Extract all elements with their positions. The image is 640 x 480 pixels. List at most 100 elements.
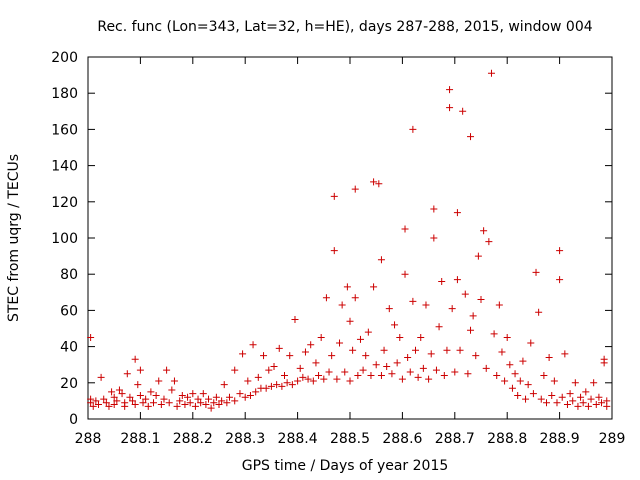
data-point [529, 390, 537, 398]
data-point [110, 393, 118, 401]
data-point [207, 404, 215, 412]
y-tick-label: 80 [60, 267, 78, 283]
data-point [401, 225, 409, 233]
y-axis: 0 20 40 60 80 100 120 140 160 180 200 [51, 50, 612, 428]
data-point [451, 368, 459, 376]
data-point [430, 205, 438, 213]
data-point [341, 368, 349, 376]
data-point [212, 393, 220, 401]
data-point [540, 372, 548, 380]
data-point [522, 395, 530, 403]
data-point [155, 377, 163, 385]
data-point [477, 296, 485, 304]
data-point [571, 379, 579, 387]
data-point [430, 234, 438, 242]
data-point [474, 252, 482, 260]
x-tick-label: 288.6 [382, 431, 422, 447]
data-point [385, 305, 393, 313]
data-point [467, 326, 475, 334]
data-point [349, 346, 357, 354]
data-point [375, 180, 383, 188]
data-point [170, 377, 178, 385]
data-point [115, 386, 123, 394]
x-tick-label: 288.5 [330, 431, 370, 447]
data-point [92, 397, 100, 405]
data-point [438, 277, 446, 285]
data-point [487, 69, 495, 77]
data-point [453, 209, 461, 217]
data-point [110, 401, 118, 409]
data-point [89, 402, 97, 410]
data-point [404, 353, 412, 361]
x-tick-label: 289 [599, 431, 626, 447]
data-point [322, 294, 330, 302]
data-point [535, 308, 543, 316]
data-point [199, 390, 207, 398]
data-point [225, 393, 233, 401]
data-point [176, 397, 184, 405]
data-point [142, 395, 150, 403]
data-point [131, 401, 139, 409]
data-point [579, 399, 587, 407]
data-point [414, 373, 422, 381]
data-point [260, 352, 268, 360]
data-point [97, 373, 105, 381]
data-point [532, 268, 540, 276]
data-point [210, 399, 218, 407]
data-point [315, 372, 323, 380]
data-point [584, 402, 592, 410]
data-point [558, 393, 566, 401]
data-point [417, 334, 425, 342]
data-point [469, 312, 477, 320]
data-point [94, 401, 102, 409]
data-point [102, 399, 110, 407]
data-point [220, 381, 228, 389]
data-point [490, 330, 498, 338]
data-point [139, 399, 147, 407]
data-point [359, 366, 367, 374]
data-point [333, 375, 341, 383]
data-point [356, 335, 364, 343]
y-tick-label: 120 [51, 195, 78, 211]
data-point [396, 334, 404, 342]
data-point [503, 334, 511, 342]
data-point [278, 382, 286, 390]
x-tick-label: 288.7 [435, 431, 475, 447]
data-point [218, 397, 226, 405]
data-point [351, 185, 359, 193]
data-point [343, 283, 351, 291]
x-tick-label: 288.3 [225, 431, 265, 447]
data-point [131, 355, 139, 363]
data-point [569, 397, 577, 405]
data-point [118, 390, 126, 398]
data-point [377, 256, 385, 264]
data-point [362, 352, 370, 360]
data-point [173, 402, 181, 410]
data-point [493, 372, 501, 380]
data-point [181, 401, 189, 409]
data-point [587, 395, 595, 403]
data-point [574, 402, 582, 410]
x-tick-label: 288.9 [540, 431, 580, 447]
data-point [100, 395, 108, 403]
data-point [388, 370, 396, 378]
data-point [367, 372, 375, 380]
data-point [566, 390, 574, 398]
data-point [485, 238, 493, 246]
data-point [249, 341, 257, 349]
data-point [472, 352, 480, 360]
data-point [446, 104, 454, 112]
data-point [561, 350, 569, 358]
x-axis-label: GPS time / Days of year 2015 [242, 458, 449, 474]
data-point [231, 366, 239, 374]
data-point [254, 373, 262, 381]
data-point [524, 381, 532, 389]
data-point [147, 388, 155, 396]
data-point [168, 386, 176, 394]
data-point [186, 399, 194, 407]
data-point [370, 178, 378, 186]
y-tick-label: 180 [51, 86, 78, 102]
data-point [543, 399, 550, 407]
data-point [275, 344, 283, 352]
data-point [467, 133, 475, 141]
